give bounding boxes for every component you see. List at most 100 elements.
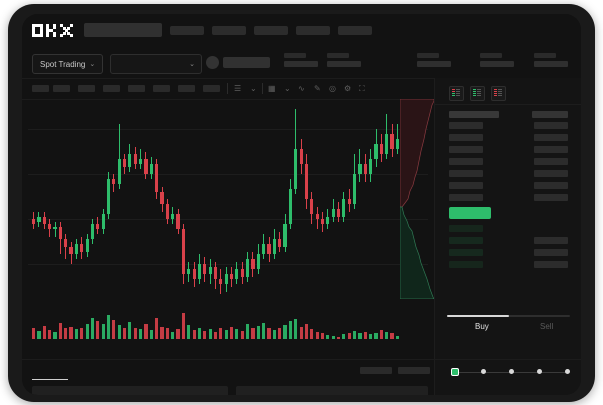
magnet-icon[interactable]: ◎	[329, 84, 336, 93]
pair-selector[interactable]: ⌄	[110, 54, 202, 74]
candle-body	[342, 199, 346, 217]
volume-bar	[246, 324, 250, 339]
volume-bar	[363, 331, 367, 339]
stat-volume	[534, 53, 568, 67]
candle-body	[347, 199, 351, 204]
orderbook-bid-row[interactable]	[449, 249, 483, 256]
volume-bar	[160, 326, 164, 339]
compare-icon[interactable]: ▦	[268, 84, 276, 93]
candle-body	[288, 189, 292, 224]
bottom-action-1[interactable]	[360, 367, 392, 374]
timeframe-4[interactable]	[103, 85, 120, 92]
orderbook-ask-row[interactable]	[449, 146, 483, 153]
candle-body	[101, 214, 105, 229]
stat-low	[480, 53, 514, 67]
orderbook-header-right	[532, 111, 568, 118]
fullscreen-icon[interactable]: ⛶	[359, 84, 365, 93]
tab-order-history[interactable]	[77, 366, 113, 375]
volume-bar	[69, 326, 73, 339]
volume-bar	[165, 328, 169, 339]
volume-bar	[203, 330, 207, 339]
candle-body	[315, 214, 319, 219]
price-chart[interactable]	[22, 99, 434, 359]
candle-body	[80, 244, 84, 252]
toolbar-divider-1	[227, 83, 228, 94]
volume-bar	[219, 328, 223, 339]
nav-item-3[interactable]	[254, 26, 288, 35]
amount-slider-handle[interactable]	[451, 368, 459, 376]
tab-sell[interactable]: Sell	[540, 322, 554, 331]
volume-bar	[229, 326, 234, 339]
search-input[interactable]	[84, 23, 162, 37]
orderbook-mode-both[interactable]	[449, 86, 464, 101]
volume-bar	[117, 325, 121, 339]
okx-logo-icon[interactable]	[32, 24, 74, 37]
orderbook-ask-row[interactable]	[449, 170, 483, 177]
candle-body	[267, 244, 271, 254]
tab-buy[interactable]: Buy	[475, 322, 489, 331]
nav-item-1[interactable]	[170, 26, 204, 35]
timeframe-2[interactable]	[53, 85, 70, 92]
last-price-display	[223, 57, 270, 68]
candle-body	[192, 269, 196, 279]
tab-open-orders[interactable]	[32, 366, 68, 375]
timeframe-3[interactable]	[78, 85, 95, 92]
orderbook-ask-row[interactable]	[449, 158, 483, 165]
volume-bar	[106, 314, 111, 339]
indicator-icon[interactable]: ☰	[234, 84, 242, 93]
orderbook-ask-row[interactable]	[449, 194, 483, 201]
slider-marker-50[interactable]	[509, 369, 514, 374]
buy-sell-tabs: Buy Sell	[435, 315, 581, 337]
nav-item-2[interactable]	[212, 26, 246, 35]
candle-body	[149, 164, 153, 174]
volume-bar	[374, 332, 378, 339]
candle-body	[374, 144, 378, 159]
orderbook-ask-row[interactable]	[449, 182, 483, 189]
volume-bar	[288, 321, 292, 339]
volume-bar	[187, 325, 191, 339]
timeframe-6[interactable]	[153, 85, 170, 92]
bottom-action-2[interactable]	[398, 367, 430, 374]
chevron-down-icon[interactable]: ⌄	[250, 84, 257, 93]
timeframe-5[interactable]	[128, 85, 145, 92]
pencil-icon[interactable]: ✎	[314, 84, 321, 93]
candle-body	[117, 159, 121, 184]
candle-body	[144, 159, 148, 174]
candle-body	[208, 266, 212, 274]
candle-wick	[65, 234, 67, 259]
trendline-icon[interactable]: ∿	[298, 84, 305, 93]
trading-mode-selector[interactable]: Spot Trading ⌄	[32, 54, 104, 74]
chevron-down-icon-2[interactable]: ⌄	[284, 84, 291, 93]
volume-bar	[272, 330, 276, 339]
timeframe-7[interactable]	[178, 85, 195, 92]
volume-bar	[101, 323, 105, 339]
candle-body	[251, 259, 255, 269]
candle-body	[363, 164, 367, 174]
slider-marker-100[interactable]	[565, 369, 570, 374]
candle-body	[171, 214, 175, 219]
orderbook-bid-row[interactable]	[449, 225, 483, 232]
orderbook-ask-row[interactable]	[449, 134, 483, 141]
place-buy-order-button[interactable]	[451, 382, 569, 393]
nav-item-5[interactable]	[338, 26, 372, 35]
slider-marker-75[interactable]	[537, 369, 542, 374]
orderbook-ask-row[interactable]	[449, 122, 483, 129]
orderbook-bid-row[interactable]	[449, 237, 483, 244]
orderbook-mode-bids[interactable]	[470, 86, 485, 101]
slider-marker-25[interactable]	[481, 369, 486, 374]
chart-gridline	[28, 129, 428, 130]
candle-body	[256, 254, 260, 269]
timeframe-8[interactable]	[203, 85, 220, 92]
timeframe-1[interactable]	[32, 85, 49, 92]
settings-icon[interactable]: ⚙	[344, 84, 352, 93]
nav-item-4[interactable]	[296, 26, 330, 35]
orderbook-bid-qty	[534, 249, 568, 256]
candle-wick	[54, 221, 56, 237]
candle-body	[197, 264, 202, 279]
bottom-panel-left[interactable]	[32, 386, 228, 395]
orderbook-bid-row[interactable]	[449, 261, 483, 268]
orderbook-mode-asks[interactable]	[491, 86, 506, 101]
bottom-panel-right[interactable]	[236, 386, 428, 395]
candle-body	[96, 224, 100, 229]
candle-body	[133, 154, 137, 164]
